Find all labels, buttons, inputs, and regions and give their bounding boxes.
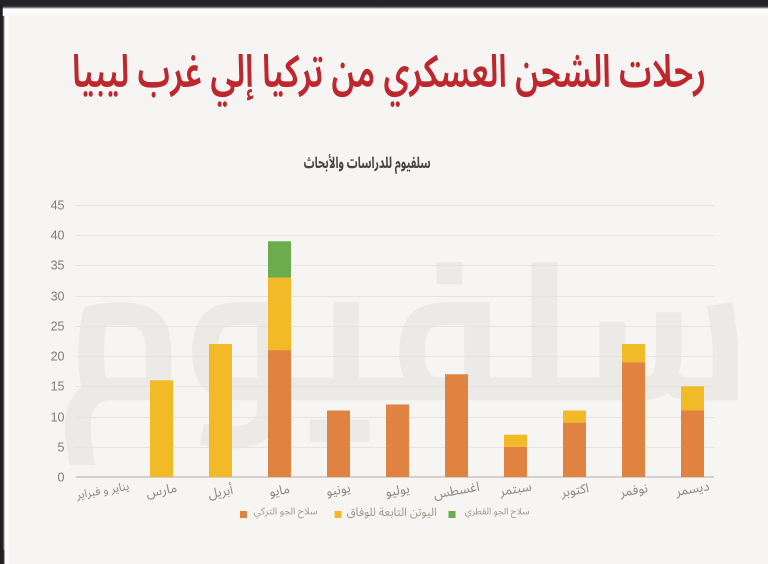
svg-text:10: 10 [51,410,65,424]
svg-text:35: 35 [51,258,65,272]
svg-text:40: 40 [51,228,65,242]
svg-text:20: 20 [51,349,65,363]
svg-text:45: 45 [51,198,65,212]
svg-text:25: 25 [51,319,65,333]
svg-text:5: 5 [58,440,65,454]
svg-text:30: 30 [51,289,65,303]
svg-text:15: 15 [51,379,65,393]
svg-text:0: 0 [58,470,65,484]
